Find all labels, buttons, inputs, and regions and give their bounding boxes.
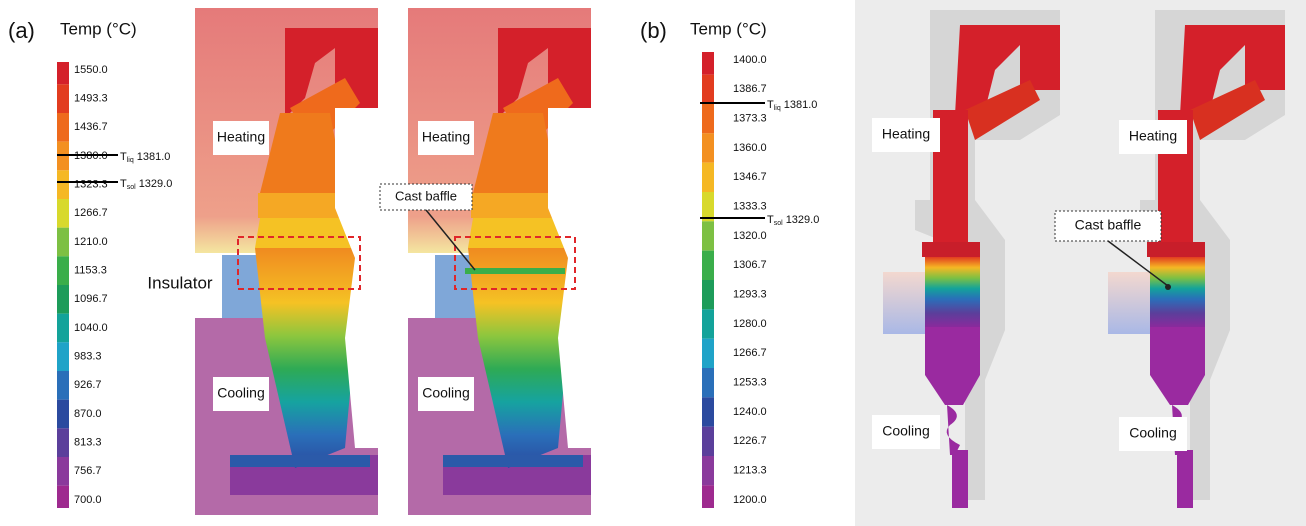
colorbar-tick-label: 756.7 bbox=[74, 465, 102, 477]
colorbar-tick-label: 1323.3 bbox=[74, 179, 108, 191]
heating-label: Heating bbox=[422, 129, 470, 145]
colorbar-band bbox=[57, 84, 69, 113]
colorbar-band bbox=[702, 251, 714, 280]
colorbar-band bbox=[57, 342, 69, 371]
colorbar-tick-label: 1360.0 bbox=[733, 142, 767, 154]
colorbar-band bbox=[57, 113, 69, 142]
colorbar-tick-label: 1493.3 bbox=[74, 93, 108, 105]
liquidus-subscript: liq bbox=[774, 105, 781, 112]
simulation-image bbox=[195, 8, 378, 515]
colorbar-band bbox=[57, 62, 69, 84]
colorbar-band bbox=[57, 457, 69, 486]
colorbar-tick-label: 1386.7 bbox=[733, 83, 767, 95]
colorbar-band bbox=[57, 228, 69, 257]
colorbar-tick-label: 1293.3 bbox=[733, 289, 767, 301]
colorbar-band bbox=[702, 485, 714, 508]
insulator-label: Insulator bbox=[147, 273, 213, 292]
cooling-label: Cooling bbox=[422, 385, 469, 401]
colorbar-band bbox=[702, 133, 714, 162]
panel-label: (b) bbox=[640, 18, 667, 43]
cooling-label: Cooling bbox=[882, 423, 929, 439]
colorbar-tick-label: 1280.0 bbox=[733, 318, 767, 330]
colorbar-band bbox=[702, 192, 714, 221]
callout-dot bbox=[1165, 284, 1171, 290]
colorbar-band bbox=[702, 52, 714, 75]
heating-label: Heating bbox=[882, 126, 930, 142]
colorbar-tick-label: 1213.3 bbox=[733, 465, 767, 477]
cooling-label: Cooling bbox=[1129, 425, 1176, 441]
callout-label: Cast baffle bbox=[1075, 217, 1142, 233]
colorbar-band bbox=[702, 280, 714, 309]
colorbar-band bbox=[702, 104, 714, 133]
colorbar-tick-label: 926.7 bbox=[74, 379, 102, 391]
colorbar-tick-label: 1266.7 bbox=[733, 347, 767, 359]
colorbar-band bbox=[57, 170, 69, 199]
colorbar-band bbox=[702, 368, 714, 397]
liquidus-value: 1381.0 bbox=[784, 99, 818, 111]
colorbar-tick-label: 1436.7 bbox=[74, 121, 108, 133]
colorbar-band bbox=[57, 285, 69, 314]
colorbar-band bbox=[702, 339, 714, 368]
solidus-value: 1329.0 bbox=[139, 178, 173, 190]
colorbar-tick-label: 700.0 bbox=[74, 494, 102, 506]
colorbar-band bbox=[57, 486, 69, 508]
colorbar-tick-label: 1240.0 bbox=[733, 406, 767, 418]
colorbar-tick-label: 1210.0 bbox=[74, 236, 108, 248]
liquidus-subscript: liq bbox=[127, 157, 134, 164]
colorbar-band bbox=[57, 199, 69, 228]
colorbar-tick-label: 1266.7 bbox=[74, 207, 108, 219]
colorbar-band bbox=[57, 428, 69, 457]
colorbar-tick-label: 1320.0 bbox=[733, 230, 767, 242]
colorbar-tick-label: 1550.0 bbox=[74, 64, 108, 76]
colorbar-band bbox=[702, 75, 714, 104]
colorbar-tick-label: 1373.3 bbox=[733, 113, 767, 125]
heating-label: Heating bbox=[217, 129, 265, 145]
colorbar-band bbox=[57, 400, 69, 429]
figure: (a) Temp (°C) (b) Temp (°C) Heating Cool… bbox=[0, 0, 1306, 526]
colorbar-band bbox=[702, 427, 714, 456]
colorbar-tick-label: 1200.0 bbox=[733, 494, 767, 506]
simulation-image bbox=[408, 8, 591, 515]
colorbar-band bbox=[702, 221, 714, 250]
heating-label: Heating bbox=[1129, 128, 1177, 144]
liquidus-value: 1381.0 bbox=[137, 151, 171, 163]
solidus-value: 1329.0 bbox=[786, 214, 820, 226]
colorbar-tick-label: 1306.7 bbox=[733, 259, 767, 271]
colorbar-title: Temp (°C) bbox=[60, 19, 137, 38]
colorbar-band bbox=[57, 256, 69, 285]
colorbar-band bbox=[57, 314, 69, 343]
colorbar-band bbox=[702, 309, 714, 338]
solidus-subscript: sol bbox=[127, 184, 136, 191]
colorbar-tick-label: 1333.3 bbox=[733, 201, 767, 213]
colorbar-tick-label: 870.0 bbox=[74, 408, 102, 420]
baffle bbox=[465, 268, 565, 274]
solidus-subscript: sol bbox=[774, 220, 783, 227]
panel-label: (a) bbox=[8, 18, 35, 43]
colorbar-tick-label: 983.3 bbox=[74, 351, 102, 363]
colorbar-title: Temp (°C) bbox=[690, 19, 767, 38]
colorbar-band bbox=[702, 397, 714, 426]
colorbar-tick-label: 1346.7 bbox=[733, 171, 767, 183]
colorbar-tick-label: 1096.7 bbox=[74, 293, 108, 305]
colorbar-tick-label: 1040.0 bbox=[74, 322, 108, 334]
cooling-label: Cooling bbox=[217, 385, 264, 401]
colorbar-tick-label: 1253.3 bbox=[733, 377, 767, 389]
colorbar-band bbox=[702, 163, 714, 192]
colorbar-band bbox=[702, 456, 714, 485]
colorbar-tick-label: 813.3 bbox=[74, 437, 102, 449]
simulation-image bbox=[1080, 0, 1306, 526]
colorbar-tick-label: 1400.0 bbox=[733, 54, 767, 66]
colorbar-tick-label: 1153.3 bbox=[74, 265, 107, 277]
colorbar-tick-label: 1226.7 bbox=[733, 435, 767, 447]
callout-label: Cast baffle bbox=[395, 188, 457, 203]
colorbar-band bbox=[57, 371, 69, 400]
